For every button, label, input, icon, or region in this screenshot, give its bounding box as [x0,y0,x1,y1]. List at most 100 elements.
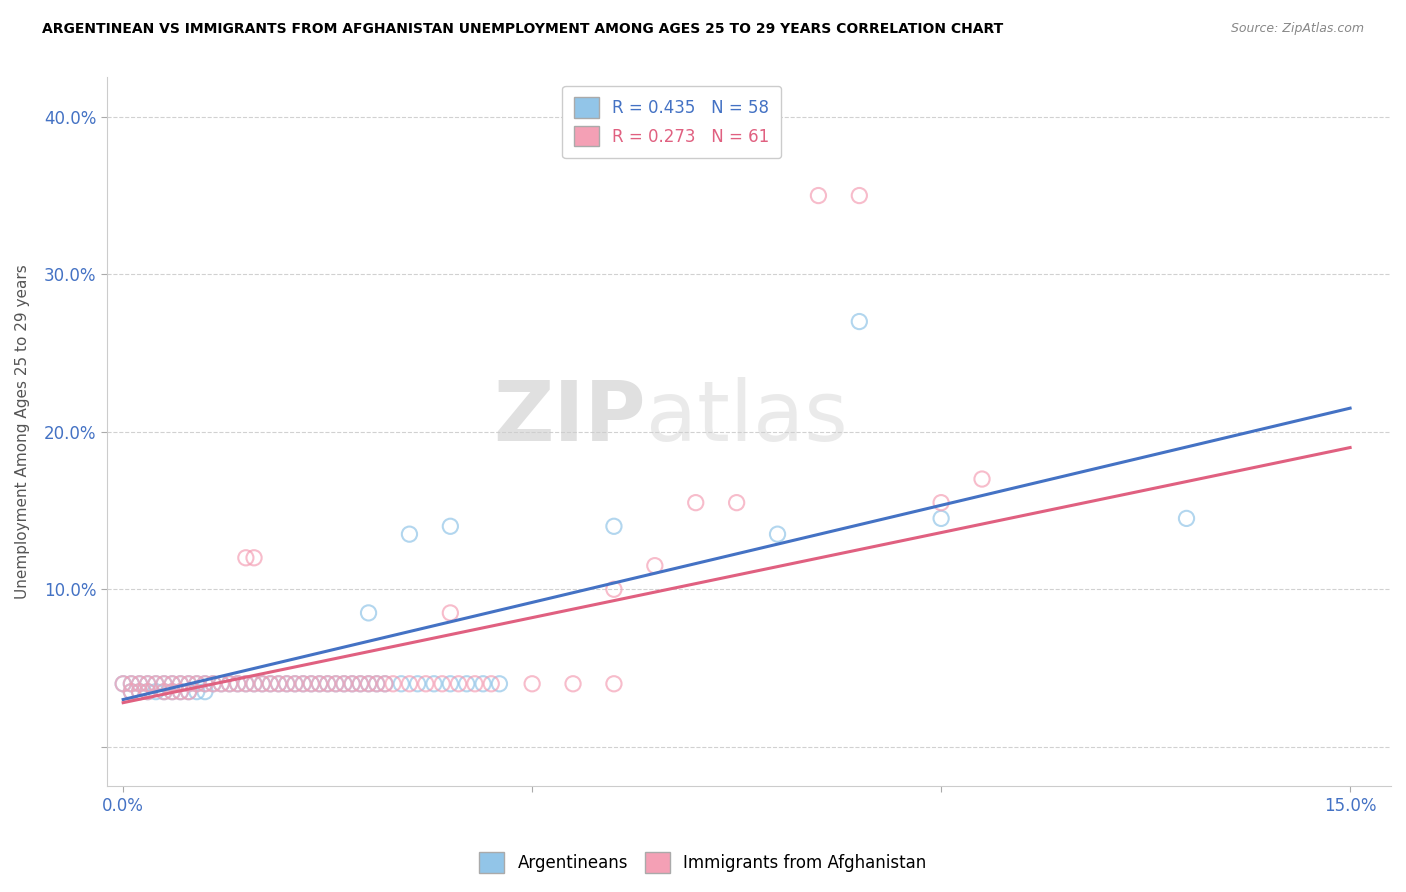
Point [357,606,380,620]
Y-axis label: Unemployment Among Ages 25 to 29 years: Unemployment Among Ages 25 to 29 years [15,264,30,599]
Point [284,677,307,691]
Point [250,677,273,691]
Point [112,677,135,691]
Point [136,677,159,691]
Point [603,677,626,691]
Point [685,496,707,510]
Point [120,677,142,691]
Point [423,677,446,691]
Point [439,677,461,691]
Point [194,677,217,691]
Point [389,677,412,691]
Point [603,582,626,597]
Point [145,684,167,698]
Point [316,677,339,691]
Point [169,684,191,698]
Point [333,677,356,691]
Point [243,677,266,691]
Point [209,677,232,691]
Point [340,677,363,691]
Point [382,677,405,691]
Text: atlas: atlas [647,377,848,458]
Point [325,677,347,691]
Point [177,684,200,698]
Point [169,684,191,698]
Point [209,677,232,691]
Point [562,677,585,691]
Point [807,188,830,202]
Legend: Argentineans, Immigrants from Afghanistan: Argentineans, Immigrants from Afghanista… [472,846,934,880]
Point [374,677,396,691]
Point [136,684,159,698]
Point [766,527,789,541]
Point [472,677,495,691]
Point [292,677,315,691]
Point [1175,511,1198,525]
Point [177,677,200,691]
Point [267,677,290,691]
Point [398,677,420,691]
Point [235,677,257,691]
Point [725,496,748,510]
Point [292,677,315,691]
Point [177,684,200,698]
Point [970,472,993,486]
Point [202,677,225,691]
Point [479,677,502,691]
Point [136,677,159,691]
Point [218,677,240,691]
Point [235,677,257,691]
Point [299,677,322,691]
Point [194,677,217,691]
Point [136,684,159,698]
Point [398,527,420,541]
Point [349,677,371,691]
Legend: R = 0.435   N = 58, R = 0.273   N = 61: R = 0.435 N = 58, R = 0.273 N = 61 [562,86,782,158]
Point [177,677,200,691]
Point [128,677,150,691]
Point [406,677,429,691]
Point [366,677,388,691]
Point [186,677,208,691]
Point [644,558,666,573]
Point [153,684,176,698]
Point [128,684,150,698]
Point [145,677,167,691]
Point [169,677,191,691]
Point [120,684,142,698]
Point [357,677,380,691]
Point [325,677,347,691]
Point [194,684,217,698]
Point [447,677,470,691]
Point [250,677,273,691]
Point [430,677,453,691]
Point [120,677,142,691]
Point [226,677,249,691]
Point [374,677,396,691]
Point [243,550,266,565]
Point [340,677,363,691]
Point [202,677,225,691]
Point [333,677,356,691]
Text: Source: ZipAtlas.com: Source: ZipAtlas.com [1230,22,1364,36]
Point [162,684,184,698]
Point [929,496,952,510]
Text: ZIP: ZIP [494,377,647,458]
Point [162,684,184,698]
Point [169,677,191,691]
Text: ARGENTINEAN VS IMMIGRANTS FROM AFGHANISTAN UNEMPLOYMENT AMONG AGES 25 TO 29 YEAR: ARGENTINEAN VS IMMIGRANTS FROM AFGHANIST… [42,22,1004,37]
Point [267,677,290,691]
Point [162,677,184,691]
Point [145,677,167,691]
Point [153,677,176,691]
Point [848,314,870,328]
Point [308,677,330,691]
Point [415,677,437,691]
Point [439,519,461,533]
Point [218,677,240,691]
Point [357,677,380,691]
Point [439,606,461,620]
Point [603,519,626,533]
Point [848,188,870,202]
Point [162,677,184,691]
